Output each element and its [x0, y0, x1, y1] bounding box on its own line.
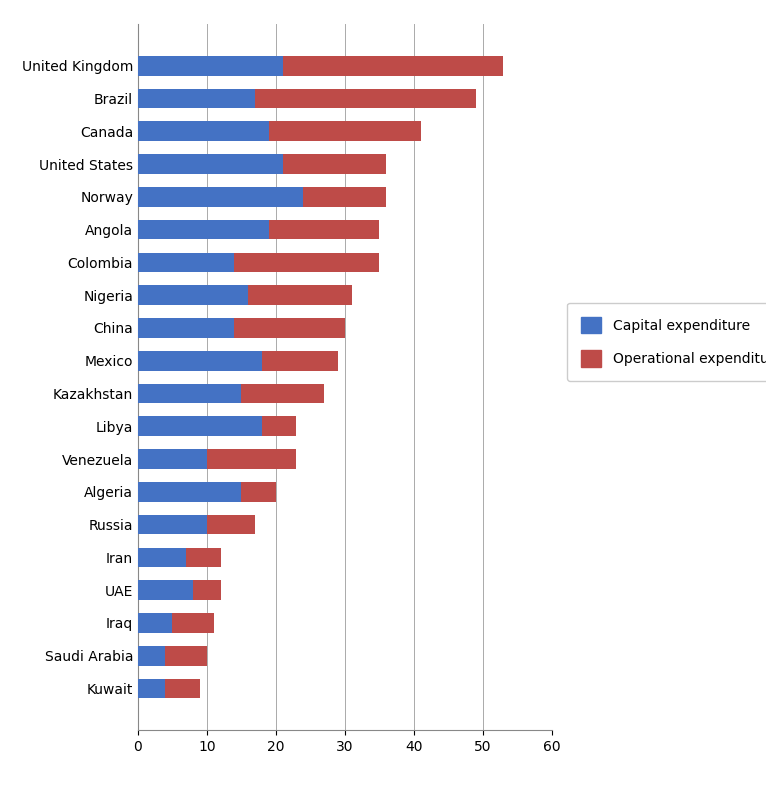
Bar — [207, 449, 296, 469]
Bar — [165, 646, 207, 665]
Bar — [138, 679, 165, 699]
Bar — [138, 56, 283, 75]
Bar — [138, 515, 207, 534]
Bar — [138, 548, 186, 567]
Bar — [255, 89, 476, 109]
Bar — [138, 384, 241, 403]
Bar — [269, 121, 421, 141]
Bar — [234, 252, 379, 272]
Bar — [262, 417, 296, 436]
Bar — [138, 187, 303, 206]
Bar — [186, 548, 221, 567]
Bar — [138, 482, 241, 502]
Bar — [138, 351, 262, 371]
Bar — [138, 154, 283, 174]
Bar — [303, 187, 386, 206]
Bar — [269, 220, 379, 240]
Bar — [138, 252, 234, 272]
Bar — [207, 515, 255, 534]
Bar — [138, 220, 269, 240]
Bar — [138, 318, 234, 337]
Bar — [172, 613, 214, 633]
Bar — [283, 154, 386, 174]
Bar — [138, 613, 172, 633]
Bar — [138, 285, 248, 305]
Bar — [138, 89, 255, 109]
Bar — [248, 285, 352, 305]
Bar — [262, 351, 338, 371]
Legend: Capital expenditure, Operational expenditure: Capital expenditure, Operational expendi… — [567, 303, 766, 381]
Bar — [138, 646, 165, 665]
Bar — [165, 679, 200, 699]
Bar — [138, 449, 207, 469]
Bar — [241, 482, 276, 502]
Bar — [193, 580, 221, 600]
Bar — [138, 580, 193, 600]
Bar — [283, 56, 503, 75]
Bar — [241, 384, 324, 403]
Bar — [138, 417, 262, 436]
Bar — [234, 318, 345, 337]
Bar — [138, 121, 269, 141]
